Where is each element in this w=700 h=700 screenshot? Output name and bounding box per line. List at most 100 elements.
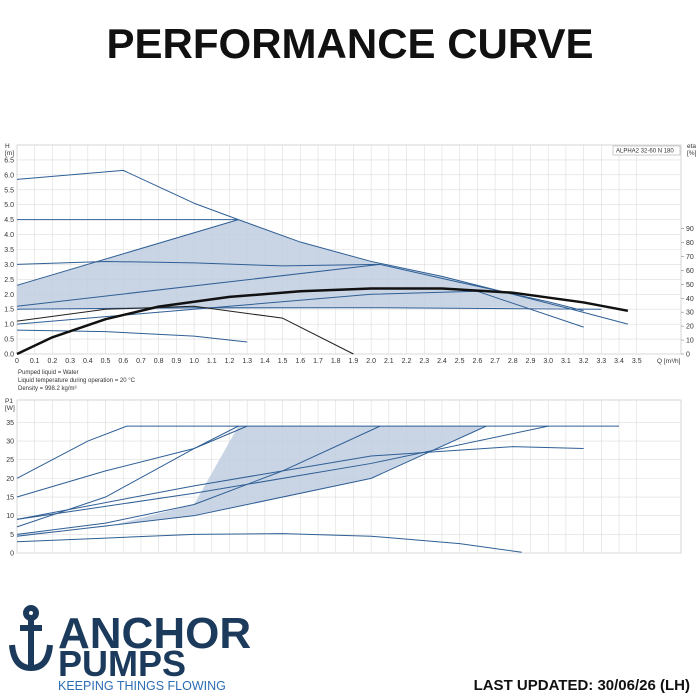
curve [16, 169, 629, 325]
x-tick-label: 2.9 [526, 358, 536, 365]
anchor-icon [9, 605, 53, 672]
x-tick-label: 1.7 [313, 358, 323, 365]
y2-tick-label: 50 [686, 282, 694, 289]
y-tick-label: 4.5 [4, 217, 14, 224]
curve [16, 263, 381, 307]
y-axis-label: P1 [5, 398, 13, 405]
x-tick-label: 2.7 [490, 358, 500, 365]
curve [16, 290, 584, 328]
y-tick-label: 35 [6, 420, 14, 427]
y-tick-label: 0 [10, 551, 14, 558]
x-tick-label: 1.1 [207, 358, 217, 365]
y-tick-label: 0.0 [4, 352, 14, 359]
model-label: ALPHA2 32-60 N 180 [616, 149, 674, 155]
x-tick-label: 0.6 [118, 358, 128, 365]
curve [16, 287, 629, 356]
x-tick-label: 1.5 [278, 358, 288, 365]
x-tick-label: 0 [15, 358, 19, 365]
x-tick-label: 3.0 [543, 358, 553, 365]
x-tick-label: 0.7 [136, 358, 146, 365]
y-axis-label: [W] [5, 405, 15, 412]
y-axis-label: [m] [5, 150, 14, 157]
curve [16, 446, 584, 520]
curve [16, 307, 602, 310]
curve [16, 425, 549, 520]
y-tick-label: 25 [6, 457, 14, 464]
model-box [612, 145, 681, 156]
note: Density = 998.2 kg/m³ [18, 386, 77, 392]
x-tick-label: 3.5 [632, 358, 642, 365]
y2-tick-label: 60 [686, 268, 694, 275]
y-tick-label: 2.0 [4, 292, 14, 299]
x-tick-label: 0.2 [48, 358, 58, 365]
note: Pumped liquid = Water [18, 370, 79, 376]
y2-axis-label: eta [687, 143, 696, 150]
brand-line2: PUMPS [58, 643, 186, 684]
y-tick-label: 15 [6, 495, 14, 502]
y2-axis-label: [%] [687, 150, 697, 157]
y2-tick-label: 30 [686, 310, 694, 317]
y-tick-label: 30 [6, 439, 14, 446]
x-tick-label: 2.3 [419, 358, 429, 365]
x-tick-label: 2.8 [508, 358, 518, 365]
y-tick-label: 20 [6, 476, 14, 483]
x-tick-label: 0.9 [171, 358, 181, 365]
x-tick-label: 1.9 [349, 358, 359, 365]
x-tick-label: 3.1 [561, 358, 571, 365]
x-tick-label: 0.4 [83, 358, 93, 365]
y-tick-label: 10 [6, 513, 14, 520]
y2-tick-label: 40 [686, 296, 694, 303]
curve [16, 329, 248, 343]
x-tick-label: 2.6 [473, 358, 483, 365]
y2-tick-label: 0 [686, 352, 690, 359]
x-tick-label: 1.8 [331, 358, 341, 365]
y-tick-label: 5.5 [4, 187, 14, 194]
curve [16, 533, 522, 553]
y-tick-label: 1.5 [4, 307, 14, 314]
brand-tagline: KEEPING THINGS FLOWING [58, 679, 226, 693]
curve [16, 425, 381, 535]
last-updated: LAST UPDATED: 30/06/26 (LH) [474, 677, 690, 694]
y2-tick-label: 20 [686, 324, 694, 331]
x-tick-label: 3.2 [579, 358, 589, 365]
y-tick-label: 5 [10, 532, 14, 539]
y-tick-label: 1.0 [4, 322, 14, 329]
y2-tick-label: 70 [686, 254, 694, 261]
y2-tick-label: 80 [686, 240, 694, 247]
y-tick-label: 6.0 [4, 172, 14, 179]
curve [16, 260, 584, 312]
x-tick-label: 2.0 [366, 358, 376, 365]
y-tick-label: 3.0 [4, 262, 14, 269]
x-tick-label: 1.2 [225, 358, 235, 365]
shaded-area [17, 426, 487, 537]
y-axis-label: H [5, 143, 10, 150]
y-tick-label: 5.0 [4, 202, 14, 209]
curve [16, 425, 239, 528]
y-tick-label: 6.5 [4, 157, 14, 164]
x-tick-label: 0.1 [30, 358, 40, 365]
x-tick-label: 3.4 [614, 358, 624, 365]
y2-tick-label: 10 [686, 338, 694, 345]
x-tick-label: 3.3 [596, 358, 606, 365]
x-tick-label: 1.0 [189, 358, 199, 365]
y-tick-label: 0.5 [4, 337, 14, 344]
page-title: PERFORMANCE CURVE [107, 20, 594, 67]
x-tick-label: 1.4 [260, 358, 270, 365]
curve [16, 305, 354, 355]
x-axis-label: Q [m³/h] [657, 358, 681, 365]
x-tick-label: 1.3 [242, 358, 252, 365]
x-tick-label: 2.1 [384, 358, 394, 365]
brand-line1: ANCHOR [58, 609, 251, 658]
x-tick-label: 0.8 [154, 358, 164, 365]
x-tick-label: 0.5 [101, 358, 111, 365]
y2-tick-label: 90 [686, 226, 694, 233]
shaded-area [17, 219, 566, 310]
curve [16, 425, 620, 479]
curve [16, 425, 248, 498]
note: Liquid temperature during operation = 20… [18, 378, 136, 384]
x-tick-label: 2.5 [455, 358, 465, 365]
curve [16, 219, 239, 286]
x-tick-label: 2.2 [402, 358, 412, 365]
x-tick-label: 1.6 [295, 358, 305, 365]
